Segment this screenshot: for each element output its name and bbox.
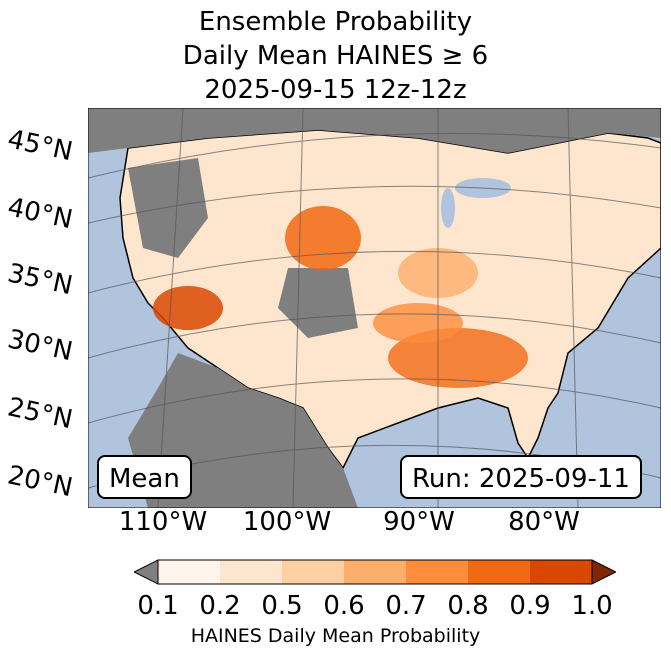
title-line-3: 2025-09-15 12z-12z — [204, 75, 467, 105]
colorbar-bin-6 — [468, 560, 530, 584]
colorbar-label: HAINES Daily Mean Probability — [190, 625, 481, 647]
colorbar-tick-6: 0.9 — [509, 591, 551, 621]
colorbar-over-arrow — [591, 559, 616, 585]
prob-patch-south — [388, 328, 528, 388]
mean-label-box: Mean — [97, 455, 192, 499]
prob-patch-central — [285, 206, 361, 270]
lon-label-110w: 110°W — [118, 507, 208, 537]
colorbar-tick-3: 0.6 — [323, 591, 365, 621]
lat-label-20: 20°N — [4, 460, 76, 504]
prob-patch-southwest — [153, 286, 223, 330]
lat-label-45: 45°N — [4, 124, 76, 168]
map-panel — [88, 108, 661, 508]
colorbar-bin-5 — [406, 560, 468, 584]
colorbar-tick-0: 0.1 — [137, 591, 179, 621]
colorbar-tick-1: 0.2 — [199, 591, 241, 621]
colorbar-bin-2 — [220, 560, 282, 584]
run-date-box: Run: 2025-09-11 — [400, 455, 642, 499]
lon-label-90w: 90°W — [383, 507, 455, 537]
lon-label-100w: 100°W — [242, 507, 332, 537]
colorbar-tick-7: 1.0 — [571, 591, 613, 621]
missing-patch-west — [128, 158, 208, 258]
lat-label-30: 30°N — [4, 324, 76, 368]
lon-label-80w: 80°W — [508, 507, 580, 537]
lat-label-35: 35°N — [4, 258, 76, 302]
colorbar-tick-5: 0.8 — [447, 591, 489, 621]
colorbar-tick-2: 0.5 — [261, 591, 303, 621]
colorbar-bin-1 — [158, 560, 220, 584]
lake-michigan — [441, 188, 455, 228]
colorbar-bin-4 — [344, 560, 406, 584]
colorbar-bin-7 — [530, 560, 592, 584]
colorbar-bin-3 — [282, 560, 344, 584]
canada-region — [88, 108, 661, 153]
lat-label-40: 40°N — [4, 192, 76, 236]
lat-label-25: 25°N — [4, 392, 76, 436]
title-line-2: Daily Mean HAINES ≥ 6 — [182, 41, 489, 71]
conus-landmass — [119, 129, 661, 470]
colorbar-tick-4: 0.7 — [385, 591, 427, 621]
prob-patch-southeast — [373, 303, 463, 343]
colorbar — [134, 559, 616, 585]
title-line-1: Ensemble Probability — [198, 7, 473, 37]
colorbar-under-arrow — [134, 559, 159, 585]
